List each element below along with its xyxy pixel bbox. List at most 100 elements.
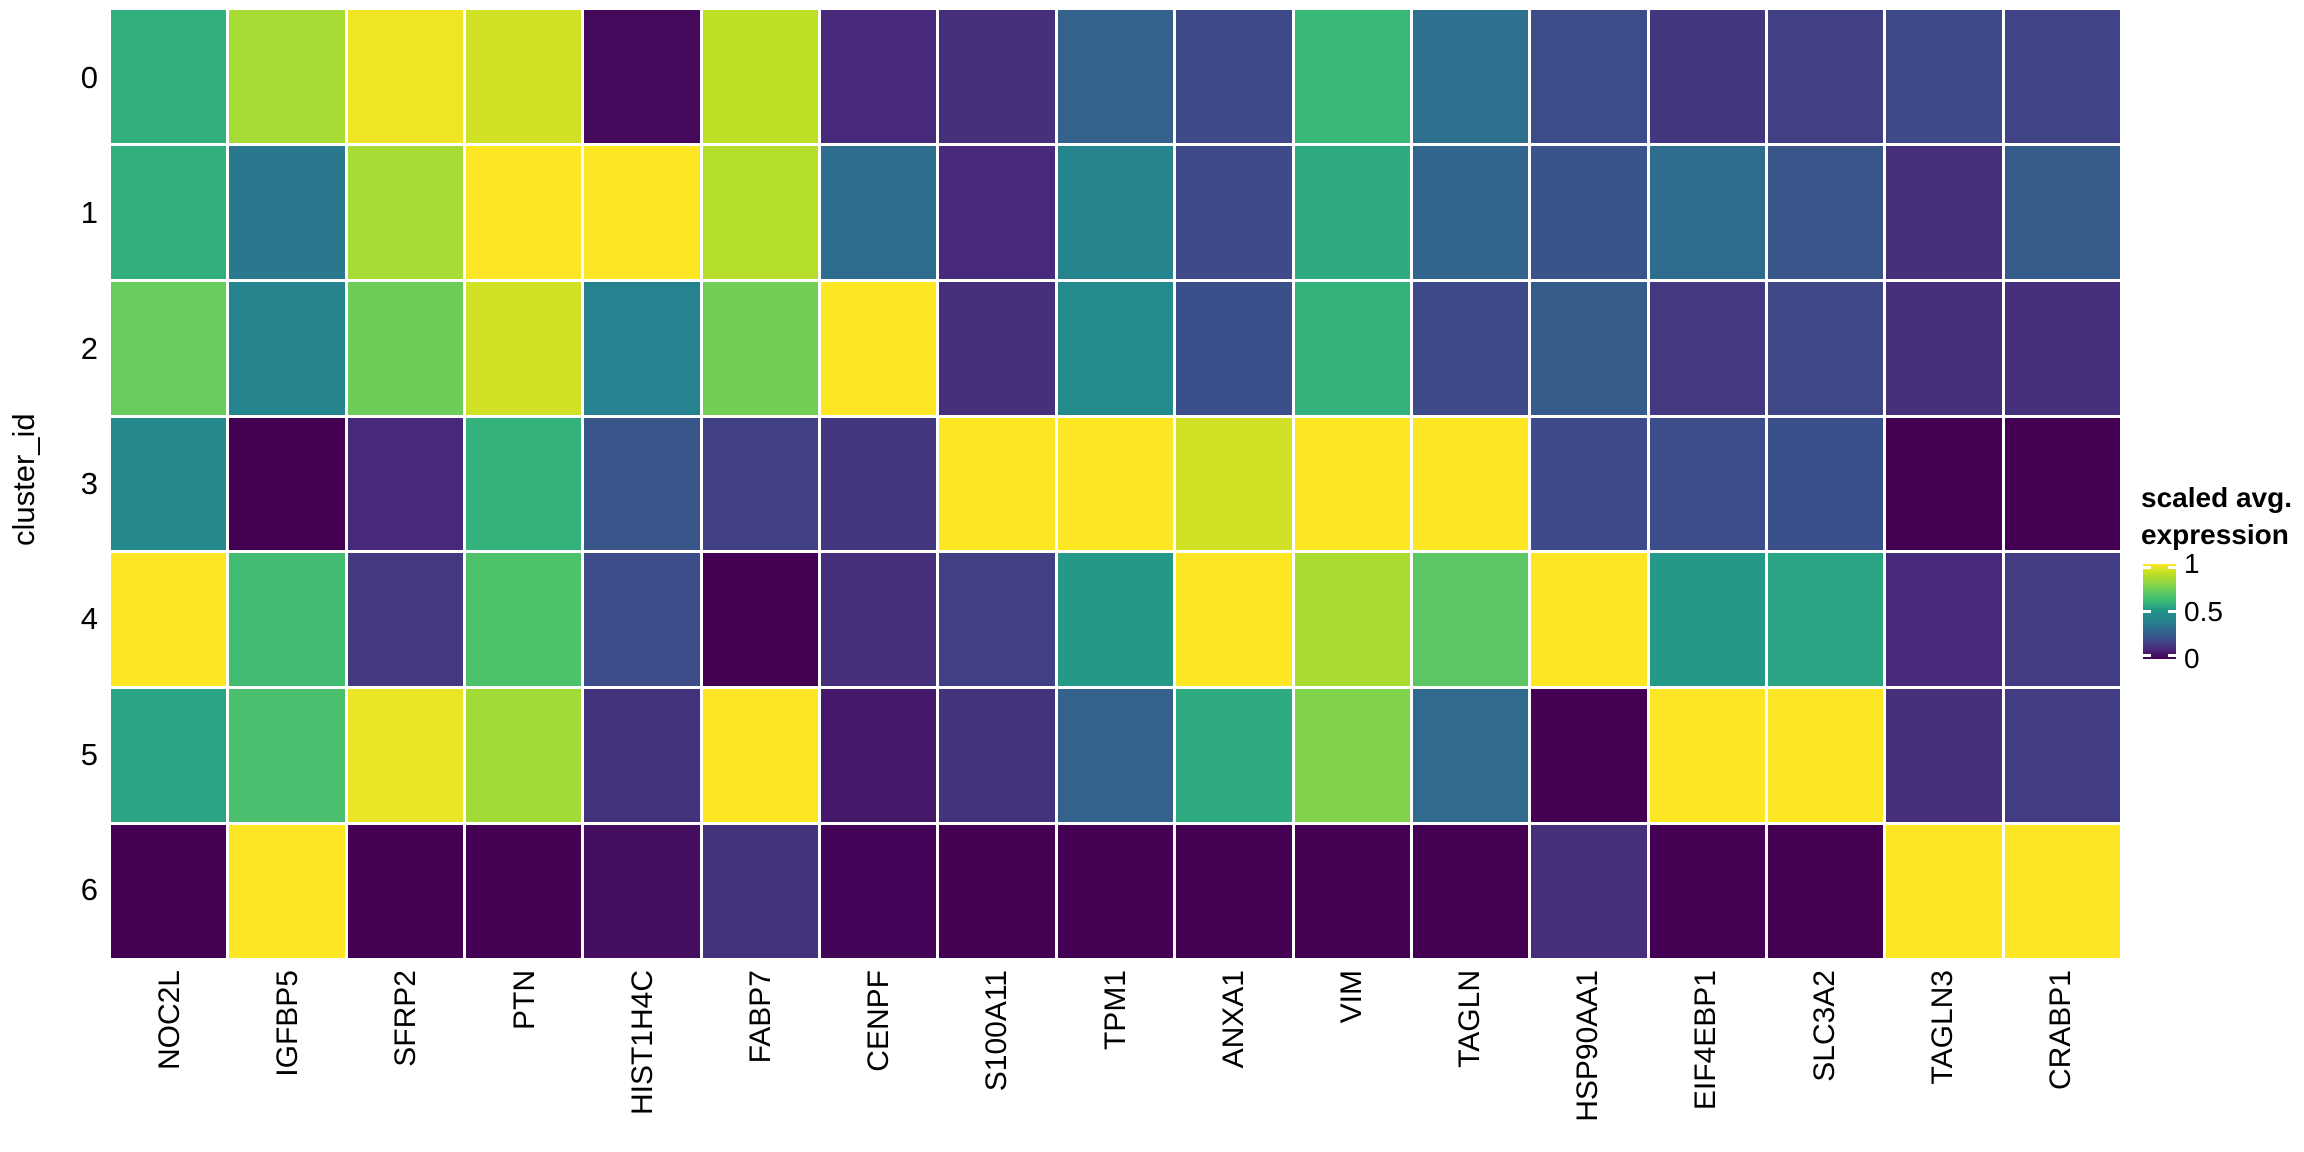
legend-title-line1: scaled avg. [2141,482,2292,513]
heatmap-cell [1057,689,1174,823]
heatmap-cell [1649,145,1765,279]
heatmap-cell [584,281,700,415]
heatmap-cell [1767,10,1884,143]
x-tick-label: TAGLN [1453,970,1487,1068]
x-tick-label: PTN [507,970,541,1030]
heatmap-cell [1531,417,1647,551]
heatmap-cell [111,553,227,687]
heatmap-cell [1886,689,2002,823]
heatmap-cell [1649,689,1765,823]
heatmap-cell [1649,553,1765,687]
heatmap-cell [821,825,937,958]
heatmap-cell [584,10,700,143]
heatmap-cell [939,281,1055,415]
heatmap-cell [2004,825,2120,958]
heatmap-cell [939,417,1055,551]
heatmap-cell [1057,145,1174,279]
heatmap-cell [584,689,700,823]
heatmap-cell [111,825,227,958]
legend-tick-dash-left [2143,610,2151,613]
heatmap-cell [1886,145,2002,279]
heatmap-cell [229,417,345,551]
heatmap-cell [2004,417,2120,551]
heatmap-cell [1294,825,1410,958]
heatmap-cell [1531,281,1647,415]
heatmap-cell [2004,10,2120,143]
heatmap-cell [229,145,345,279]
x-tick-label: SFRP2 [389,970,423,1067]
heatmap-cell [1294,417,1410,551]
y-tick-label: 0 [80,59,98,95]
heatmap-cell [702,281,819,415]
heatmap-cell [466,553,582,687]
x-tick-label: TAGLN3 [1925,970,1959,1085]
heatmap-cell [584,825,700,958]
heatmap-cell [1767,417,1884,551]
heatmap-cell [1649,825,1765,958]
heatmap-cell [1294,281,1410,415]
heatmap-cell [1767,689,1884,823]
heatmap-cell [1531,689,1647,823]
heatmap-cell [229,281,345,415]
x-tick-label: TPM1 [1098,970,1132,1051]
heatmap-cell [1886,825,2002,958]
heatmap-cell [1767,553,1884,687]
heatmap-cell [1176,281,1292,415]
heatmap-cell [1531,145,1647,279]
y-tick-label: 3 [80,466,98,501]
heatmap-cell [1057,553,1174,687]
heatmap-cell [466,281,582,415]
heatmap-cell [1531,825,1647,958]
heatmap-cell [111,281,227,415]
x-tick-label: CENPF [862,970,896,1072]
x-tick-label: HSP90AA1 [1571,970,1605,1122]
y-axis-title: cluster_id [6,413,41,546]
heatmap-cell [229,553,345,687]
legend-tick-dash-left [2143,654,2151,657]
heatmap-cell [939,10,1055,143]
heatmap-cell [1057,10,1174,143]
heatmap-cell [821,417,937,551]
heatmap-cell [1412,825,1529,958]
heatmap-cell [702,825,819,958]
heatmap-cell [229,689,345,823]
heatmap-cell [1057,281,1174,415]
y-tick-label: 4 [80,601,98,637]
heatmap-cell [821,10,937,143]
x-tick-label: HIST1H4C [625,970,659,1116]
heatmap-cell [347,825,464,958]
heatmap-cell [1531,553,1647,687]
heatmap-cell [1412,145,1529,279]
heatmap-cell [584,417,700,551]
heatmap-cell [821,553,937,687]
x-tick-label: FABP7 [743,970,777,1064]
heatmap-cell [702,689,819,823]
heatmap-cell [1531,10,1647,143]
heatmap-cell [1176,553,1292,687]
heatmap-cell [1649,417,1765,551]
heatmap-cell [821,281,937,415]
x-tick-label: VIM [1334,970,1368,1024]
heatmap-cell [939,689,1055,823]
y-tick-label: 2 [80,330,98,366]
legend-tick-label: 1 [2184,548,2200,579]
heatmap-cell [1294,145,1410,279]
heatmap-cell [2004,689,2120,823]
heatmap-cell [111,10,227,143]
heatmap-cell [111,145,227,279]
heatmap-cell [229,10,345,143]
heatmap-cell [466,417,582,551]
heatmap-cell [111,417,227,551]
heatmap-cell [1767,281,1884,415]
heatmap-cell [1412,417,1529,551]
heatmap-cell [2004,553,2120,687]
heatmap-cell [1294,10,1410,143]
heatmap-cell [1294,553,1410,687]
heatmap-grid [111,10,2120,958]
heatmap-cell [1886,281,2002,415]
heatmap-cell [584,553,700,687]
heatmap-cell [466,10,582,143]
heatmap-cell [1412,10,1529,143]
heatmap-cell [466,145,582,279]
x-tick-label: NOC2L [153,970,187,1071]
